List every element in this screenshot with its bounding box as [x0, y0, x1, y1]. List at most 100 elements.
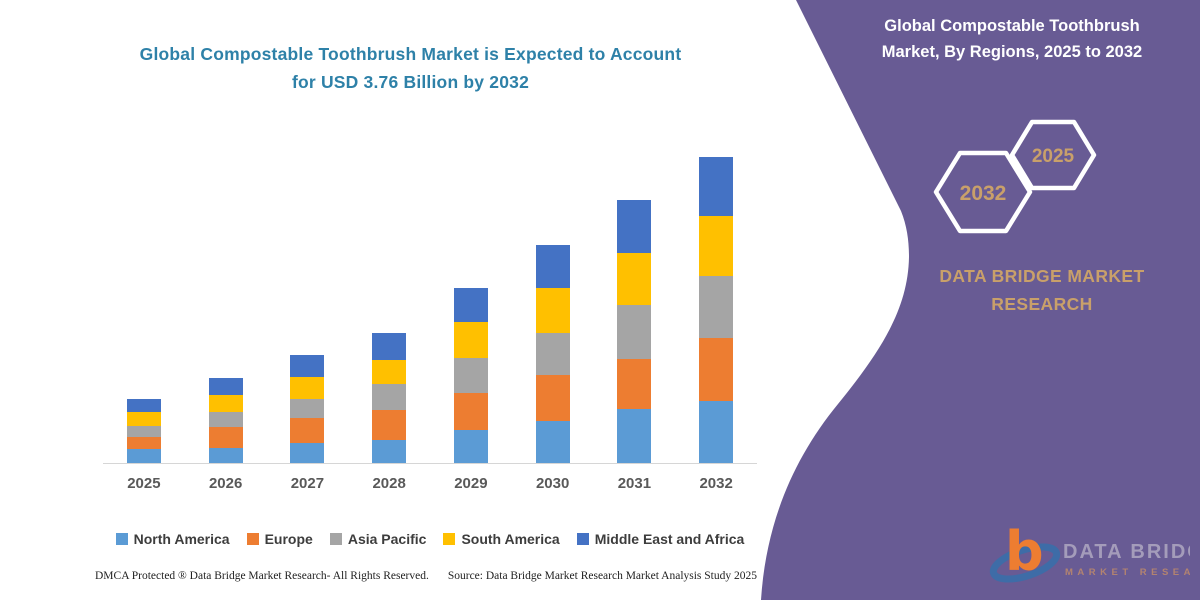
- chart-headline-line2: for USD 3.76 Billion by 2032: [291, 72, 530, 92]
- logo-mark-icon: b: [1005, 520, 1044, 583]
- bar-segment: [126, 436, 161, 450]
- plot-area: [103, 137, 757, 464]
- bar-segment: [290, 398, 325, 419]
- stacked-bar-2030: [535, 244, 570, 463]
- bar-segment: [372, 332, 407, 361]
- brand-name-line2: RESEARCH: [991, 294, 1093, 314]
- legend-swatch-icon: [576, 533, 589, 545]
- bar-segment: [699, 216, 734, 277]
- legend-swatch-icon: [443, 533, 456, 545]
- side-panel-title-line2: Market, By Regions, 2025 to 2032: [881, 42, 1143, 61]
- x-axis-label: 2027: [290, 475, 325, 492]
- bar-column-2025: [103, 398, 185, 463]
- bar-segment: [208, 395, 243, 412]
- x-axis: 2025 2026 2027 2028 2029 2030 2031 2032: [103, 475, 757, 492]
- bar-segment: [453, 429, 488, 463]
- hexagon-2032-label: 2032: [960, 182, 1007, 205]
- year-hexagons: 2032 2025: [933, 119, 1097, 234]
- bar-segment: [453, 357, 488, 393]
- stacked-bar-2025: [126, 398, 161, 463]
- bar-segment: [617, 358, 652, 410]
- bar-segment: [535, 244, 570, 288]
- stacked-bar-chart: 2025 2026 2027 2028 2029 2030 2031 2032: [103, 137, 757, 492]
- stacked-bar-2027: [290, 354, 325, 463]
- bar-segment: [699, 156, 734, 217]
- hexagon-2025-label: 2025: [1032, 146, 1075, 167]
- bar-segment: [208, 411, 243, 428]
- bar-segment: [617, 304, 652, 359]
- legend-label: South America: [461, 531, 560, 547]
- bar-segment: [699, 276, 734, 339]
- legend-label: North America: [133, 531, 230, 547]
- bar-segment: [290, 442, 325, 463]
- bar-segment: [208, 448, 243, 463]
- legend-item: North America: [115, 531, 230, 547]
- bar-segment: [453, 392, 488, 430]
- stacked-bar-2026: [208, 378, 243, 463]
- stacked-bar-2028: [372, 332, 407, 463]
- legend-item: Asia Pacific: [329, 531, 427, 547]
- bar-segment: [290, 354, 325, 378]
- bar-segment: [372, 383, 407, 411]
- bar-segment: [372, 410, 407, 441]
- bar-segment: [535, 287, 570, 334]
- bar-segment: [372, 440, 407, 463]
- bar-segment: [208, 427, 243, 449]
- bar-segment: [453, 287, 488, 323]
- legend-swatch-icon: [246, 533, 259, 545]
- stacked-bar-2031: [617, 199, 652, 463]
- stacked-bar-2029: [453, 287, 488, 463]
- x-axis-label: 2029: [454, 475, 488, 492]
- bar-segment: [617, 409, 652, 463]
- chart-legend: North America Europe Asia Pacific South Ame…: [95, 531, 765, 547]
- legend-item: South America: [443, 531, 560, 547]
- x-axis-label: 2028: [372, 475, 406, 492]
- side-panel-title-line1: Global Compostable Toothbrush: [884, 17, 1140, 35]
- bar-column-2027: [267, 354, 349, 463]
- bar-segment: [535, 375, 570, 421]
- bar-segment: [617, 199, 652, 253]
- x-axis-label: 2031: [617, 475, 652, 492]
- data-bridge-logo: b DATA BRIDGE MARKET RESEARCH: [989, 520, 1190, 583]
- bar-segment: [453, 322, 488, 358]
- chart-headline-line1: Global Compostable Toothbrush Market is …: [139, 44, 682, 64]
- chart-headline: Global Compostable Toothbrush Market is …: [88, 40, 733, 96]
- logo-swoosh-icon: [989, 543, 1061, 583]
- footer: DMCA Protected ® Data Bridge Market Rese…: [95, 570, 757, 582]
- x-axis-label: 2032: [699, 475, 733, 492]
- legend-item: Middle East and Africa: [576, 531, 745, 547]
- stacked-bar-2032: [699, 156, 734, 463]
- bar-segment: [290, 418, 325, 443]
- x-axis-label: 2026: [208, 475, 243, 492]
- bar-segment: [126, 411, 161, 427]
- bar-segment: [535, 333, 570, 376]
- bar-column-2028: [348, 332, 430, 463]
- brand-name-line1: DATA BRIDGE MARKET: [939, 266, 1145, 286]
- bar-column-2029: [430, 287, 512, 463]
- bar-column-2030: [512, 244, 594, 463]
- bar-segment: [535, 420, 570, 463]
- legend-label: Europe: [264, 531, 313, 547]
- legend-swatch-icon: [329, 533, 342, 545]
- bar-column-2032: [675, 156, 757, 463]
- hexagon-2025-shape: [1009, 119, 1097, 191]
- bar-segment: [699, 401, 734, 463]
- bar-segment: [617, 252, 652, 305]
- bar-segment: [372, 360, 407, 384]
- source-text: Source: Data Bridge Market Research Mark…: [447, 570, 757, 582]
- bar-segment: [699, 338, 734, 402]
- copyright-text: DMCA Protected ® Data Bridge Market Rese…: [95, 570, 429, 582]
- bar-segment: [290, 377, 325, 399]
- logo-text-secondary: MARKET RESEARCH: [1065, 567, 1190, 578]
- logo-text-primary: DATA BRIDGE: [1063, 541, 1190, 563]
- legend-label: Asia Pacific: [347, 531, 427, 547]
- bar-segment: [126, 398, 161, 412]
- bar-segment: [126, 426, 161, 437]
- brand-name: DATA BRIDGE MARKET RESEARCH: [888, 262, 1196, 318]
- x-axis-label: 2025: [127, 475, 161, 492]
- hexagon-2032-shape: [933, 150, 1033, 234]
- legend-label: Middle East and Africa: [594, 531, 745, 547]
- bar-segment: [208, 378, 243, 396]
- bar-column-2026: [185, 378, 267, 463]
- x-axis-label: 2030: [535, 475, 570, 492]
